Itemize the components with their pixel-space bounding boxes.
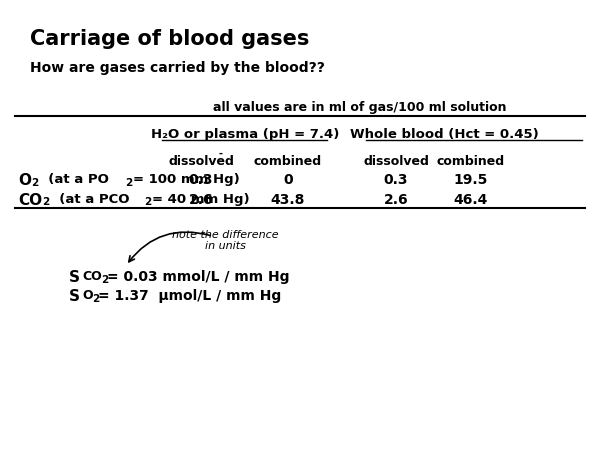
Text: 2: 2 [125, 178, 132, 188]
Text: = 1.37  μmol/L / mm Hg: = 1.37 μmol/L / mm Hg [98, 289, 281, 303]
Text: 43.8: 43.8 [271, 193, 305, 207]
Text: CO: CO [18, 193, 42, 207]
Text: How are gases carried by the blood??: How are gases carried by the blood?? [30, 61, 325, 75]
Text: combined: combined [437, 155, 505, 168]
Text: = 100 mm Hg): = 100 mm Hg) [133, 173, 240, 186]
Text: S: S [69, 289, 80, 304]
Text: 0: 0 [283, 173, 293, 187]
Text: note the difference
in units: note the difference in units [172, 230, 278, 251]
Text: (at a PCO: (at a PCO [50, 193, 130, 206]
Text: 2: 2 [101, 275, 108, 285]
Text: 19.5: 19.5 [454, 173, 488, 187]
Text: O: O [18, 173, 31, 188]
Text: 0.3: 0.3 [384, 173, 408, 187]
Text: 2.6: 2.6 [188, 193, 214, 207]
Text: (at a PO: (at a PO [39, 173, 109, 186]
Text: all values are in ml of gas/100 ml solution: all values are in ml of gas/100 ml solut… [213, 101, 507, 114]
Text: CO: CO [82, 270, 102, 283]
Text: 2.6: 2.6 [383, 193, 409, 207]
Text: = 0.03 mmol/L / mm Hg: = 0.03 mmol/L / mm Hg [107, 270, 289, 284]
Text: dissolved: dissolved [168, 155, 234, 168]
Text: Carriage of blood gases: Carriage of blood gases [30, 29, 310, 49]
Text: = 40 mm Hg): = 40 mm Hg) [152, 193, 250, 206]
Text: dissolved: dissolved [363, 155, 429, 168]
Text: -: - [219, 148, 223, 158]
Text: O: O [82, 289, 93, 302]
Text: combined: combined [254, 155, 322, 168]
Text: 2: 2 [144, 197, 151, 207]
Text: 0.3: 0.3 [189, 173, 213, 187]
Text: 2: 2 [92, 294, 99, 304]
Text: 2: 2 [42, 197, 49, 207]
Text: S: S [69, 270, 80, 285]
Text: H₂O or plasma (pH = 7.4): H₂O or plasma (pH = 7.4) [151, 128, 339, 141]
Text: Whole blood (Hct = 0.45): Whole blood (Hct = 0.45) [350, 128, 538, 141]
Text: 46.4: 46.4 [454, 193, 488, 207]
Text: 2: 2 [31, 178, 38, 188]
